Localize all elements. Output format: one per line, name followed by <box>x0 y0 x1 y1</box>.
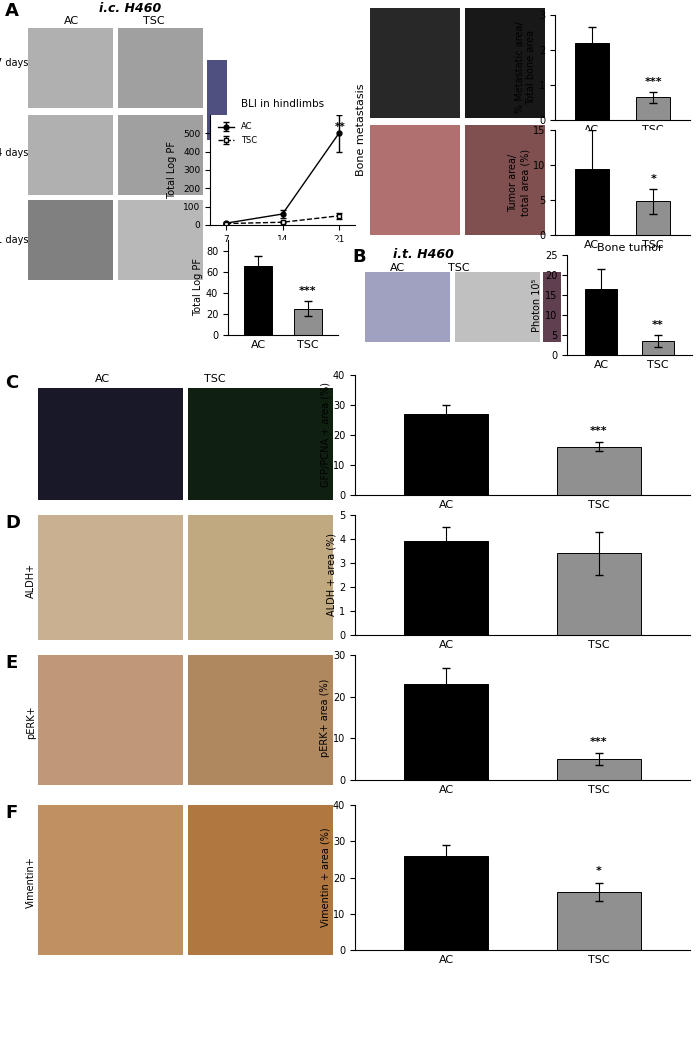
Bar <box>585 289 617 355</box>
Text: TSC: TSC <box>448 263 470 273</box>
Text: *: * <box>650 174 656 184</box>
Title: Bone tumor: Bone tumor <box>596 243 662 252</box>
Text: A: A <box>5 2 19 20</box>
Text: Bone metastasis: Bone metastasis <box>356 84 366 177</box>
Y-axis label: GFP/PCNA + area (%): GFP/PCNA + area (%) <box>320 382 330 487</box>
Bar <box>556 893 640 950</box>
Text: E: E <box>5 654 18 672</box>
Bar <box>636 202 670 235</box>
Text: i.c. H460: i.c. H460 <box>99 2 161 15</box>
Y-axis label: Photon 10⁵: Photon 10⁵ <box>532 278 542 331</box>
Text: ***: *** <box>645 77 662 86</box>
Text: F: F <box>5 804 18 822</box>
Text: **: ** <box>652 320 664 330</box>
Text: 21 days: 21 days <box>0 235 28 245</box>
Y-axis label: Total Log PF: Total Log PF <box>167 141 178 199</box>
Bar <box>643 341 673 355</box>
Title: BLI in hindlimbs: BLI in hindlimbs <box>241 99 324 109</box>
Bar <box>575 43 609 119</box>
Bar <box>405 684 488 780</box>
Text: ***: *** <box>590 426 608 436</box>
Bar <box>244 266 272 335</box>
Text: AC: AC <box>95 374 111 384</box>
Bar <box>556 760 640 780</box>
Text: i.t. H460: i.t. H460 <box>393 248 454 261</box>
Text: AC: AC <box>64 16 79 26</box>
Text: 7 days: 7 days <box>0 58 28 68</box>
Text: TSC: TSC <box>143 16 164 26</box>
Text: B: B <box>352 248 365 266</box>
Text: AC: AC <box>390 263 405 273</box>
Y-axis label: Tumor area/
total area (%): Tumor area/ total area (%) <box>508 149 530 216</box>
Text: Vimentin+: Vimentin+ <box>26 856 36 908</box>
Text: 14 days: 14 days <box>0 148 28 158</box>
Text: *: * <box>596 865 601 876</box>
Bar <box>575 168 609 235</box>
Bar <box>405 541 488 635</box>
Bar <box>556 554 640 635</box>
Text: ***: *** <box>299 287 317 296</box>
Bar <box>405 414 488 495</box>
Bar <box>556 447 640 495</box>
Y-axis label: % Metastatic area/
Total bone area: % Metastatic area/ Total bone area <box>514 22 536 113</box>
Text: TSC: TSC <box>204 374 226 384</box>
Y-axis label: pERK+ area (%): pERK+ area (%) <box>320 678 330 756</box>
Bar <box>405 856 488 950</box>
Text: ***: *** <box>590 737 608 747</box>
Bar <box>294 309 322 335</box>
X-axis label: Time (days): Time (days) <box>253 249 312 260</box>
Text: C: C <box>5 374 18 392</box>
Text: pERK+: pERK+ <box>26 705 36 740</box>
Text: ALDH+: ALDH+ <box>26 562 36 597</box>
Text: D: D <box>5 514 20 532</box>
Bar <box>636 98 670 119</box>
Y-axis label: Total Log PF: Total Log PF <box>193 259 203 317</box>
Y-axis label: ALDH + area (%): ALDH + area (%) <box>326 533 336 616</box>
Y-axis label: Vimentin + area (%): Vimentin + area (%) <box>320 828 330 928</box>
Legend: AC, TSC: AC, TSC <box>214 119 260 148</box>
Text: **: ** <box>335 122 346 132</box>
